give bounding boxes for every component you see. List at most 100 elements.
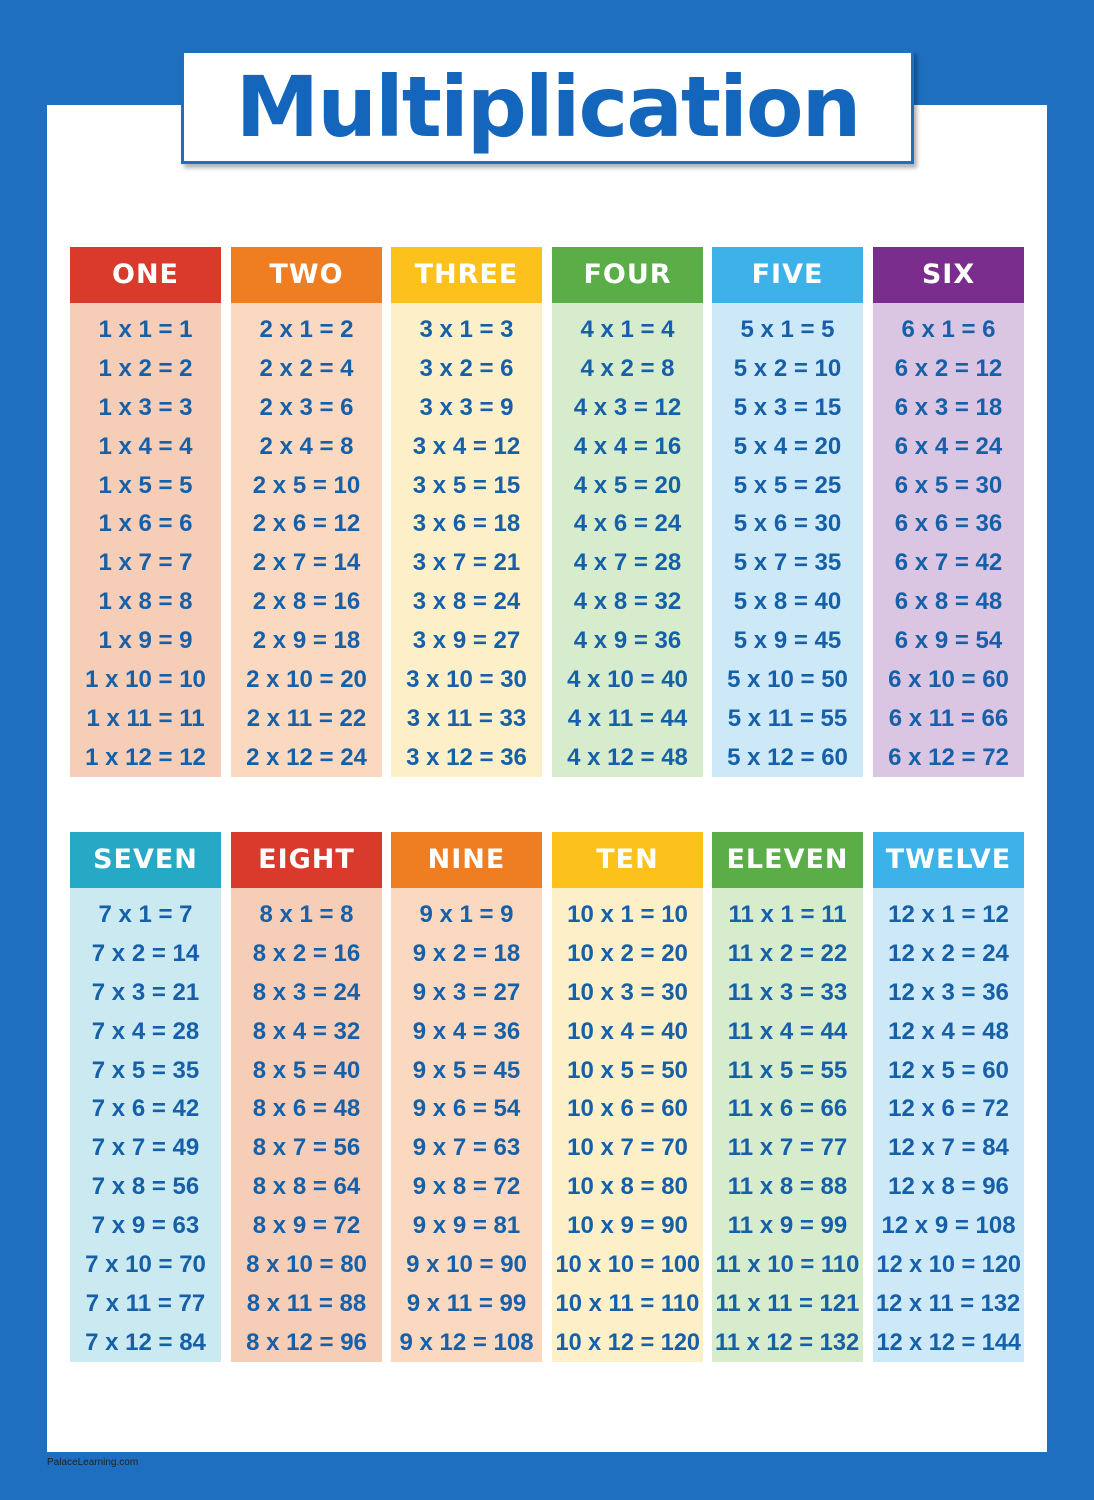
fact: 7 x 8 = 56 xyxy=(91,1173,200,1201)
row: 10 x 9 = 90 xyxy=(552,1207,703,1246)
row: 5 x 11 = 55 xyxy=(712,700,863,739)
row: 12 x 5 = 60 xyxy=(873,1052,1024,1091)
row: 3 x 3 = 9 xyxy=(391,389,542,428)
fact: 2 x 2 = 4 xyxy=(259,354,354,382)
fact: 11 x 5 = 55 xyxy=(727,1056,848,1084)
table-header: SEVEN xyxy=(70,832,221,888)
fact: 11 x 7 = 77 xyxy=(727,1134,848,1162)
row: 3 x 7 = 21 xyxy=(391,544,542,583)
fact: 12 x 7 = 84 xyxy=(888,1134,1009,1162)
fact: 2 x 9 = 18 xyxy=(252,627,361,655)
row: 3 x 11 = 33 xyxy=(391,700,542,739)
row: 7 x 11 = 77 xyxy=(70,1285,221,1324)
fact: 8 x 3 = 24 xyxy=(252,978,361,1006)
row: 6 x 2 = 12 xyxy=(873,350,1024,389)
fact: 8 x 9 = 72 xyxy=(252,1212,361,1240)
row: 2 x 1 = 2 xyxy=(231,311,382,350)
fact: 5 x 3 = 15 xyxy=(733,393,842,421)
fact: 10 x 4 = 40 xyxy=(567,1017,688,1045)
table-body: 8 x 1 = 8 8 x 2 = 16 8 x 3 = 24 8 x 4 = 32 8… xyxy=(231,888,382,1362)
row: 4 x 4 = 16 xyxy=(552,428,703,467)
fact: 7 x 7 = 49 xyxy=(91,1134,200,1162)
row: 6 x 12 = 72 xyxy=(873,739,1024,778)
row: 9 x 12 = 108 xyxy=(391,1324,542,1363)
row: 12 x 7 = 84 xyxy=(873,1129,1024,1168)
row: 4 x 10 = 40 xyxy=(552,661,703,700)
row: 5 x 12 = 60 xyxy=(712,739,863,778)
row: 1 x 1 = 1 xyxy=(70,311,221,350)
fact: 12 x 3 = 36 xyxy=(888,978,1009,1006)
table-header: EIGHT xyxy=(231,832,382,888)
fact: 4 x 6 = 24 xyxy=(573,510,682,538)
row: 8 x 6 = 48 xyxy=(231,1090,382,1129)
row: 7 x 9 = 63 xyxy=(70,1207,221,1246)
table-body: 5 x 1 = 5 5 x 2 = 10 5 x 3 = 15 5 x 4 = 20 5… xyxy=(712,303,863,777)
fact: 2 x 12 = 24 xyxy=(246,743,367,771)
fact: 2 x 7 = 14 xyxy=(252,549,361,577)
row: 1 x 2 = 2 xyxy=(70,350,221,389)
row: 11 x 8 = 88 xyxy=(712,1168,863,1207)
fact: 12 x 8 = 96 xyxy=(888,1173,1009,1201)
row: 11 x 3 = 33 xyxy=(712,974,863,1013)
fact: 3 x 5 = 15 xyxy=(412,471,521,499)
row: 10 x 10 = 100 xyxy=(552,1246,703,1285)
row: 2 x 5 = 10 xyxy=(231,467,382,506)
row: 6 x 4 = 24 xyxy=(873,428,1024,467)
row: 10 x 11 = 110 xyxy=(552,1285,703,1324)
row: 7 x 3 = 21 xyxy=(70,974,221,1013)
row: 4 x 3 = 12 xyxy=(552,389,703,428)
fact: 1 x 6 = 6 xyxy=(98,510,193,538)
fact: 4 x 11 = 44 xyxy=(567,704,688,732)
fact: 8 x 8 = 64 xyxy=(252,1173,361,1201)
fact: 3 x 8 = 24 xyxy=(412,588,521,616)
title-box: Multiplication xyxy=(181,50,914,164)
row: 10 x 4 = 40 xyxy=(552,1013,703,1052)
table-header: ELEVEN xyxy=(712,832,863,888)
fact: 7 x 1 = 7 xyxy=(98,901,193,928)
table: SEVEN 7 x 1 = 7 7 x 2 = 14 7 x 3 = 21 7 x 4 … xyxy=(70,832,221,1362)
row: 1 x 7 = 7 xyxy=(70,544,221,583)
fact: 11 x 2 = 22 xyxy=(727,939,848,967)
fact: 7 x 10 = 70 xyxy=(85,1251,206,1279)
fact: 12 x 1 = 12 xyxy=(888,901,1009,928)
fact: 5 x 10 = 50 xyxy=(727,666,848,694)
row: 8 x 12 = 96 xyxy=(231,1324,382,1363)
row: 6 x 3 = 18 xyxy=(873,389,1024,428)
fact: 4 x 3 = 12 xyxy=(573,393,682,421)
row: 2 x 10 = 20 xyxy=(231,661,382,700)
row: 12 x 10 = 120 xyxy=(873,1246,1024,1285)
fact: 10 x 5 = 50 xyxy=(567,1056,688,1084)
row: 3 x 10 = 30 xyxy=(391,661,542,700)
fact: 1 x 9 = 9 xyxy=(98,627,193,655)
footer: PalaceLearning.com xyxy=(47,1457,139,1468)
row: 5 x 9 = 45 xyxy=(712,622,863,661)
row: 11 x 6 = 66 xyxy=(712,1090,863,1129)
fact: 4 x 1 = 4 xyxy=(580,316,675,343)
row: 7 x 12 = 84 xyxy=(70,1324,221,1363)
fact: 3 x 1 = 3 xyxy=(419,316,514,343)
row: 5 x 1 = 5 xyxy=(712,311,863,350)
fact: 3 x 9 = 27 xyxy=(412,627,521,655)
row: 10 x 12 = 120 xyxy=(552,1324,703,1363)
row: 7 x 8 = 56 xyxy=(70,1168,221,1207)
fact: 3 x 11 = 33 xyxy=(406,704,527,732)
row: 2 x 4 = 8 xyxy=(231,428,382,467)
table-header: THREE xyxy=(391,247,542,303)
fact: 8 x 7 = 56 xyxy=(252,1134,361,1162)
table-body: 6 x 1 = 6 6 x 2 = 12 6 x 3 = 18 6 x 4 = 24 6… xyxy=(873,303,1024,777)
row: 7 x 2 = 14 xyxy=(70,935,221,974)
table: FIVE 5 x 1 = 5 5 x 2 = 10 5 x 3 = 15 5 x 4 =… xyxy=(712,247,863,777)
table: FOUR 4 x 1 = 4 4 x 2 = 8 4 x 3 = 12 4 x 4 = … xyxy=(552,247,703,777)
fact: 6 x 5 = 30 xyxy=(894,471,1003,499)
row: 9 x 2 = 18 xyxy=(391,935,542,974)
fact: 9 x 5 = 45 xyxy=(412,1056,521,1084)
fact: 11 x 3 = 33 xyxy=(727,978,848,1006)
fact: 5 x 6 = 30 xyxy=(733,510,842,538)
row: 2 x 7 = 14 xyxy=(231,544,382,583)
row: 7 x 5 = 35 xyxy=(70,1052,221,1091)
fact: 11 x 12 = 132 xyxy=(715,1328,860,1356)
fact: 6 x 10 = 60 xyxy=(888,666,1009,694)
row: 8 x 7 = 56 xyxy=(231,1129,382,1168)
fact: 7 x 2 = 14 xyxy=(91,939,200,967)
fact: 4 x 9 = 36 xyxy=(573,627,682,655)
